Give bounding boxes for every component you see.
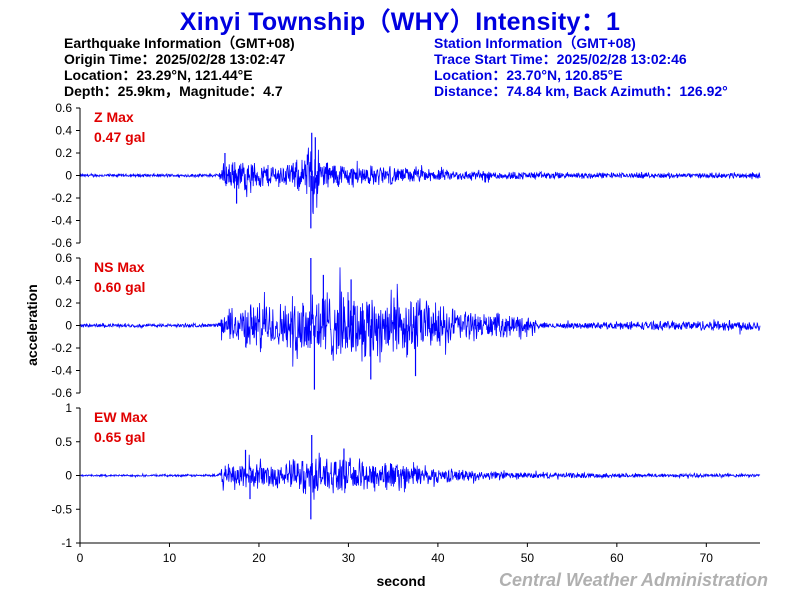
x-tick-label-0: 0 — [77, 551, 84, 565]
y-tick-label-1-6: -0.6 — [51, 386, 72, 400]
y-tick-label-1-1: 0.4 — [55, 274, 72, 288]
y-tick-label-0-0: 0.6 — [55, 101, 72, 115]
station-location: Location：23.70°N, 120.85°E — [434, 67, 623, 83]
peak-value-1: 0.60 gal — [94, 279, 145, 295]
station-info-heading: Station Information（GMT+08) — [434, 35, 636, 51]
depth-magnitude: Depth：25.9km，Magnitude：4.7 — [64, 83, 283, 99]
agency-credit: Central Weather Administration — [498, 570, 768, 590]
y-tick-label-2-3: -0.5 — [51, 502, 72, 516]
x-tick-label-6: 60 — [610, 551, 624, 565]
y-tick-label-1-4: -0.2 — [51, 341, 72, 355]
y-axis-label: acceleration — [24, 284, 40, 366]
page-title: Xinyi Township（WHY）Intensity：1 — [179, 8, 621, 36]
station-info: Station Information（GMT+08) Trace Start … — [434, 35, 728, 99]
y-tick-label-1-3: 0 — [65, 319, 72, 333]
peak-label-2: EW Max — [94, 409, 148, 425]
x-tick-label-5: 50 — [521, 551, 535, 565]
y-tick-label-0-5: -0.4 — [51, 214, 72, 228]
y-tick-label-2-4: -1 — [61, 536, 72, 550]
y-tick-label-2-2: 0 — [65, 469, 72, 483]
origin-time: Origin Time：2025/02/28 13:02:47 — [64, 51, 286, 67]
y-tick-label-0-4: -0.2 — [51, 191, 72, 205]
epicenter-location: Location：23.29°N, 121.44°E — [64, 67, 253, 83]
y-tick-label-0-3: 0 — [65, 169, 72, 183]
y-tick-label-0-6: -0.6 — [51, 236, 72, 250]
earthquake-info-heading: Earthquake Information（GMT+08) — [64, 35, 295, 51]
earthquake-info: Earthquake Information（GMT+08) Origin Ti… — [64, 35, 295, 99]
y-tick-label-0-1: 0.4 — [55, 124, 72, 138]
station-distance: Distance：74.84 km, Back Azimuth：126.92° — [434, 83, 728, 99]
x-tick-label-2: 20 — [252, 551, 266, 565]
peak-value-0: 0.47 gal — [94, 129, 145, 145]
x-tick-label-4: 40 — [431, 551, 445, 565]
y-tick-label-2-1: 0.5 — [55, 435, 72, 449]
x-tick-label-3: 30 — [342, 551, 356, 565]
x-axis-label: second — [376, 573, 425, 589]
peak-value-2: 0.65 gal — [94, 429, 145, 445]
y-tick-label-2-0: 1 — [65, 401, 72, 415]
waveform-0 — [79, 147, 761, 215]
x-tick-label-1: 10 — [163, 551, 177, 565]
x-tick-label-7: 70 — [700, 551, 714, 565]
peak-label-0: Z Max — [94, 109, 134, 125]
y-tick-label-0-2: 0.2 — [55, 146, 72, 160]
trace-start-time: Trace Start Time：2025/02/28 13:02:46 — [434, 51, 687, 67]
y-tick-label-1-5: -0.4 — [51, 364, 72, 378]
waveform-1 — [79, 267, 761, 367]
y-tick-label-1-2: 0.2 — [55, 296, 72, 310]
y-tick-label-1-0: 0.6 — [55, 251, 72, 265]
peak-label-1: NS Max — [94, 259, 145, 275]
waveform-2 — [79, 452, 761, 500]
